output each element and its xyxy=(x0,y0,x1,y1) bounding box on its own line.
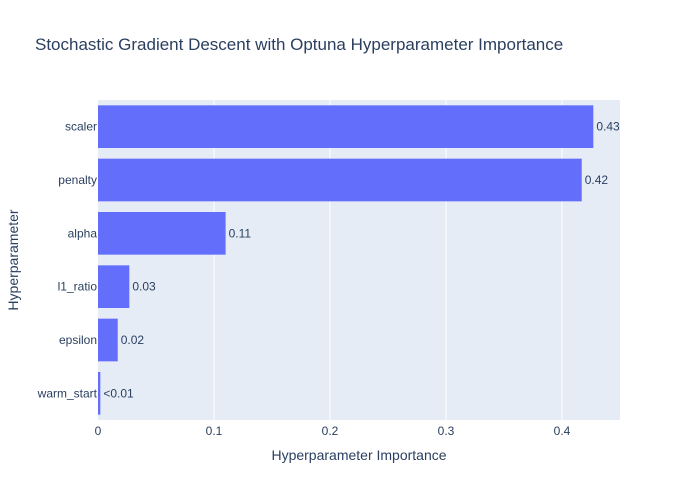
x-tick-labels: 0 0.1 0.2 0.3 0.4 xyxy=(95,424,571,438)
x-tick-label: 0.4 xyxy=(554,424,571,438)
y-tick-label: epsilon xyxy=(59,333,97,347)
bar-value-label: <0.01 xyxy=(103,386,134,400)
y-tick-label: scaler xyxy=(65,120,97,134)
bar-value-label: 0.11 xyxy=(229,226,252,240)
bar-value-label: 0.02 xyxy=(121,333,145,347)
bar-epsilon[interactable] xyxy=(98,318,118,362)
bar-l1_ratio[interactable] xyxy=(98,265,130,308)
y-tick-label: l1_ratio xyxy=(58,280,98,294)
x-tick-label: 0.3 xyxy=(438,424,455,438)
bar-value-label: 0.03 xyxy=(132,280,156,294)
y-tick-label: warm_start xyxy=(37,386,98,400)
x-axis-title: Hyperparameter Importance xyxy=(271,447,446,463)
x-gridlines xyxy=(213,100,563,420)
x-tick-label: 0 xyxy=(95,424,102,438)
x-tick-label: 0.1 xyxy=(206,424,223,438)
plot-area xyxy=(98,100,620,420)
y-tick-label: penalty xyxy=(58,173,97,187)
bar-scaler[interactable] xyxy=(98,105,594,148)
x-tick-label: 0.2 xyxy=(322,424,339,438)
chart-title: Stochastic Gradient Descent with Optuna … xyxy=(35,35,563,54)
y-axis-title: Hyperparameter xyxy=(5,209,21,310)
y-tick-label: alpha xyxy=(68,226,98,240)
bar-warm_start[interactable] xyxy=(98,372,101,415)
bar-value-label: 0.43 xyxy=(596,120,620,134)
bars-group: 0.43 0.42 0.11 0.03 0.02 <0.01 xyxy=(98,105,620,415)
bar-alpha[interactable] xyxy=(98,212,226,255)
bar-penalty[interactable] xyxy=(98,158,582,202)
bar-value-label: 0.42 xyxy=(585,173,609,187)
